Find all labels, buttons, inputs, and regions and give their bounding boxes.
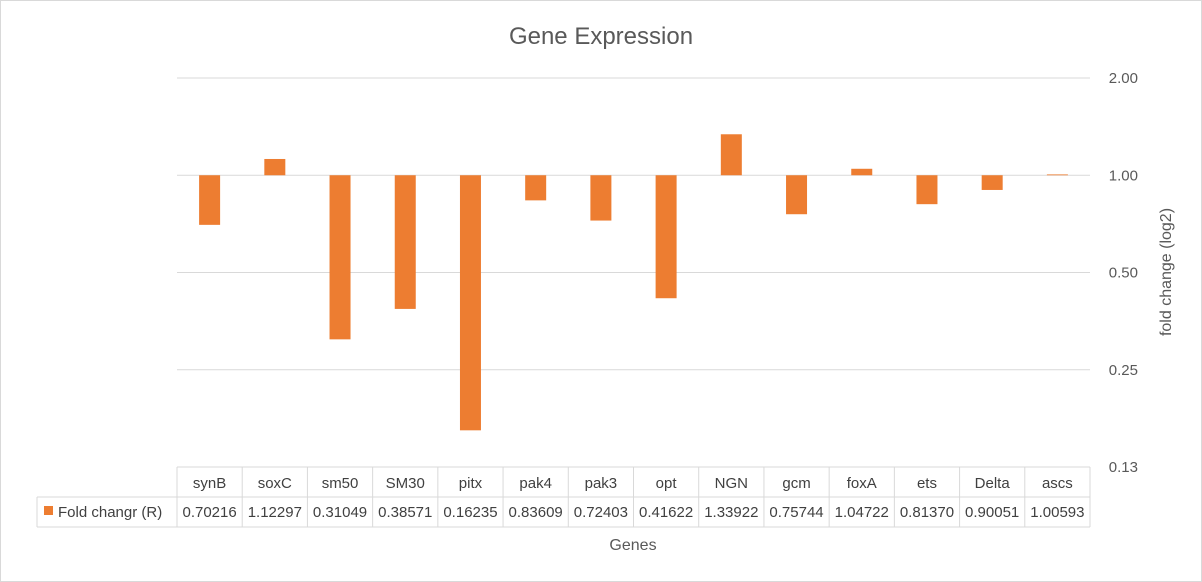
- bar: [981, 175, 1003, 190]
- data-label: 1.00593: [1030, 504, 1084, 521]
- x-tick-label: synB: [193, 475, 226, 492]
- data-label: 1.04722: [835, 504, 889, 521]
- bar: [916, 175, 938, 205]
- bar: [525, 175, 547, 201]
- bar: [851, 168, 873, 176]
- bar-series: [199, 134, 1068, 431]
- data-label: 1.12297: [248, 504, 302, 521]
- x-tick-label: foxA: [847, 475, 877, 492]
- bar: [329, 175, 351, 340]
- data-label: 0.72403: [574, 504, 628, 521]
- data-label: 0.90051: [965, 504, 1019, 521]
- data-table: synB 0.70216 soxC 1.12297 sm50 0.31049 SM30 0.3…: [36, 466, 1091, 528]
- data-label: 1.33922: [704, 504, 758, 521]
- x-tick-label: NGN: [715, 475, 748, 492]
- y-tick-label: 0.25: [1109, 362, 1138, 379]
- x-tick-label: opt: [656, 475, 678, 492]
- legend-label: Fold changr (R): [58, 504, 162, 521]
- data-label: 0.38571: [378, 504, 432, 521]
- data-label: 0.70216: [182, 504, 236, 521]
- legend-swatch: [44, 506, 53, 515]
- x-tick-label: ets: [917, 475, 937, 492]
- x-axis-label: Genes: [609, 537, 656, 554]
- data-label: 0.16235: [443, 504, 497, 521]
- data-label: 0.81370: [900, 504, 954, 521]
- x-tick-label: pak3: [585, 475, 618, 492]
- x-tick-label: pitx: [459, 475, 483, 492]
- bar: [655, 175, 677, 299]
- chart-title: Gene Expression: [509, 23, 693, 50]
- bar: [786, 175, 808, 215]
- bar: [394, 175, 416, 309]
- bar: [720, 134, 742, 176]
- x-tick-label: Delta: [975, 475, 1011, 492]
- y-tick-label: 2.00: [1109, 70, 1138, 87]
- x-tick-label: soxC: [258, 475, 292, 492]
- x-tick-label: gcm: [782, 475, 810, 492]
- gridlines: [177, 77, 1090, 371]
- data-label: 0.75744: [769, 504, 823, 521]
- y-tick-label: 0.50: [1109, 265, 1138, 282]
- bar: [590, 175, 612, 221]
- bar: [1046, 174, 1068, 176]
- y-axis-label: fold change (log2): [1158, 208, 1175, 336]
- data-label: 0.41622: [639, 504, 693, 521]
- x-tick-label: pak4: [519, 475, 552, 492]
- bar: [459, 175, 481, 431]
- y-axis-ticks: 2.00 1.00 0.50 0.25 0.13: [1109, 70, 1138, 476]
- y-tick-label: 0.13: [1109, 459, 1138, 476]
- bar: [199, 175, 221, 225]
- x-tick-label: SM30: [386, 475, 425, 492]
- x-tick-label: sm50: [322, 475, 359, 492]
- bar: [264, 158, 286, 176]
- x-tick-label: ascs: [1042, 475, 1073, 492]
- data-label: 0.83609: [509, 504, 563, 521]
- y-tick-label: 1.00: [1109, 167, 1138, 184]
- data-label: 0.31049: [313, 504, 367, 521]
